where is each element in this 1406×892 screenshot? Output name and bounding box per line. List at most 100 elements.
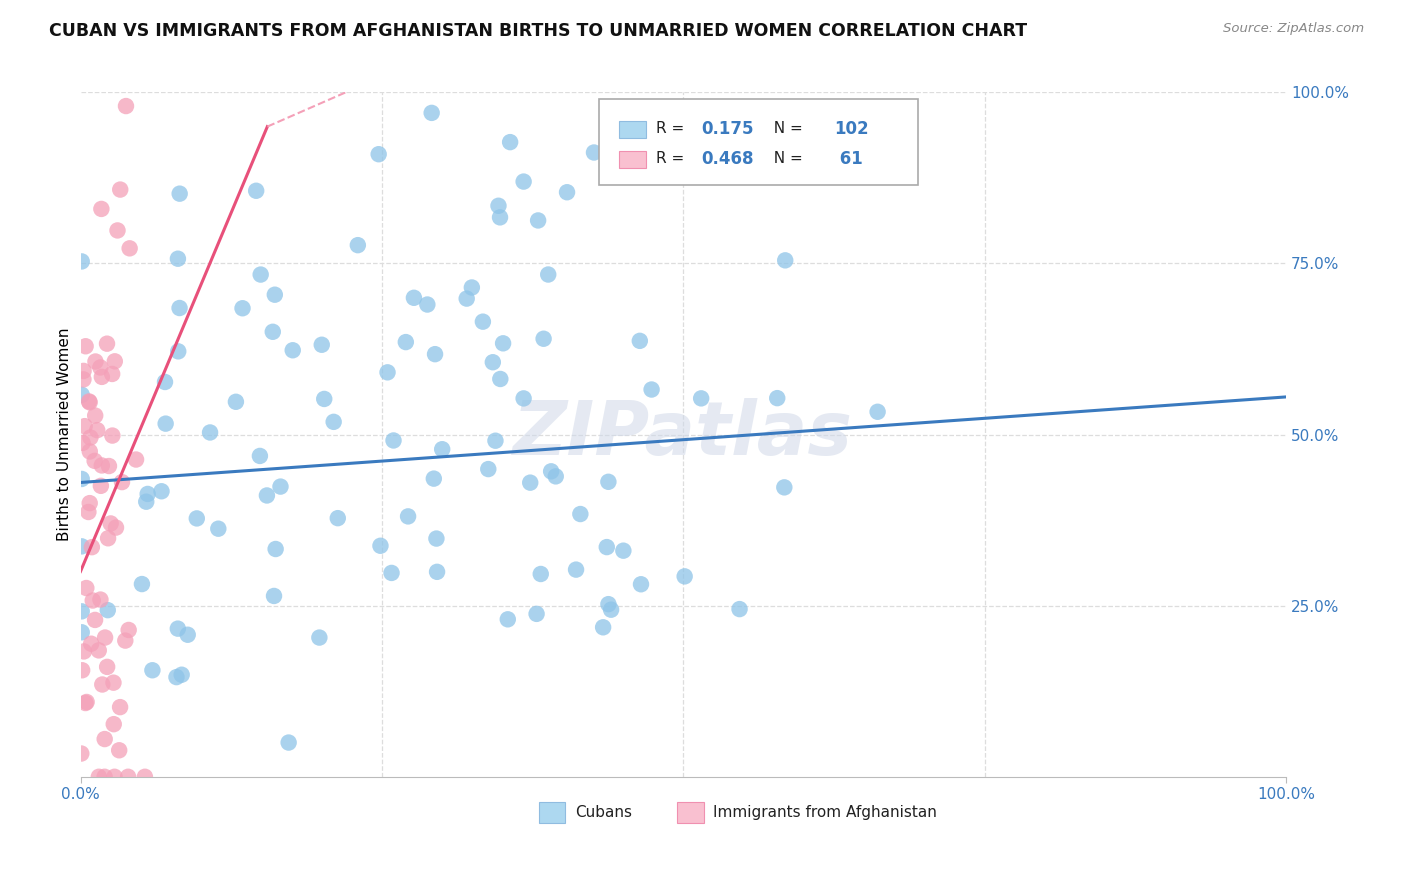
Point: [79, 496, 101, 510]
Point: [592, 620, 614, 634]
Text: R =: R =: [655, 121, 689, 136]
Point: [177, 628, 200, 642]
Point: [537, 268, 560, 282]
Point: [402, 291, 425, 305]
Point: [70, 604, 93, 618]
Point: [186, 511, 208, 525]
FancyBboxPatch shape: [678, 802, 704, 823]
Point: [166, 670, 188, 684]
Point: [281, 343, 304, 358]
Point: [426, 565, 449, 579]
Point: [519, 475, 541, 490]
Point: [423, 347, 446, 361]
Point: [97, 531, 120, 545]
Point: [311, 338, 333, 352]
Point: [169, 301, 191, 315]
Text: 102: 102: [834, 120, 869, 137]
Point: [90, 202, 112, 216]
Point: [569, 507, 592, 521]
Point: [104, 354, 127, 368]
Point: [97, 458, 120, 473]
Point: [231, 301, 253, 316]
Point: [83, 454, 105, 468]
Point: [72, 436, 94, 450]
Point: [367, 147, 389, 161]
Point: [488, 199, 510, 213]
Point: [125, 452, 148, 467]
Text: 61: 61: [834, 150, 863, 168]
Point: [728, 602, 751, 616]
Point: [117, 770, 139, 784]
Point: [461, 280, 484, 294]
Point: [80, 540, 103, 554]
Point: [150, 484, 173, 499]
Point: [533, 332, 555, 346]
Point: [84, 354, 107, 368]
Point: [262, 325, 284, 339]
Point: [530, 566, 553, 581]
Point: [565, 563, 588, 577]
Point: [269, 480, 291, 494]
Point: [70, 254, 93, 268]
Point: [89, 360, 111, 375]
Point: [141, 663, 163, 677]
Point: [380, 566, 402, 580]
Point: [108, 743, 131, 757]
Point: [73, 644, 96, 658]
Point: [598, 475, 620, 489]
Point: [82, 593, 104, 607]
Point: [314, 392, 336, 406]
FancyBboxPatch shape: [538, 802, 565, 823]
Point: [75, 339, 97, 353]
Point: [101, 428, 124, 442]
Point: [420, 106, 443, 120]
Point: [72, 364, 94, 378]
Point: [105, 520, 128, 534]
Point: [134, 770, 156, 784]
Y-axis label: Births to Unmarried Women: Births to Unmarried Women: [58, 328, 72, 541]
Point: [263, 589, 285, 603]
Point: [101, 367, 124, 381]
Point: [70, 747, 93, 761]
Point: [544, 469, 567, 483]
Point: [107, 223, 129, 237]
Text: 0.468: 0.468: [702, 150, 754, 168]
Point: [103, 717, 125, 731]
Point: [512, 392, 534, 406]
Point: [249, 268, 271, 282]
Point: [425, 532, 447, 546]
Point: [77, 394, 100, 409]
Text: Immigrants from Afghanistan: Immigrants from Afghanistan: [713, 805, 938, 821]
Point: [499, 135, 522, 149]
Point: [135, 494, 157, 508]
Point: [496, 612, 519, 626]
Point: [245, 184, 267, 198]
Point: [87, 770, 110, 784]
Point: [773, 480, 796, 494]
Text: Cubans: Cubans: [575, 805, 631, 821]
Point: [482, 355, 505, 369]
Point: [598, 597, 620, 611]
Point: [86, 423, 108, 437]
Point: [484, 434, 506, 448]
Point: [79, 444, 101, 458]
Point: [170, 667, 193, 681]
Point: [79, 430, 101, 444]
Point: [396, 509, 419, 524]
FancyBboxPatch shape: [620, 121, 645, 137]
Point: [471, 315, 494, 329]
Point: [70, 472, 93, 486]
Point: [79, 395, 101, 409]
Point: [492, 336, 515, 351]
Point: [155, 417, 177, 431]
Point: [256, 488, 278, 502]
Text: 0.175: 0.175: [702, 120, 754, 137]
Point: [489, 372, 512, 386]
Point: [70, 663, 93, 677]
Point: [347, 238, 370, 252]
Point: [308, 631, 330, 645]
Text: CUBAN VS IMMIGRANTS FROM AFGHANISTAN BIRTHS TO UNMARRIED WOMEN CORRELATION CHART: CUBAN VS IMMIGRANTS FROM AFGHANISTAN BIR…: [49, 22, 1028, 40]
Point: [382, 434, 405, 448]
Point: [76, 695, 98, 709]
Point: [75, 581, 97, 595]
